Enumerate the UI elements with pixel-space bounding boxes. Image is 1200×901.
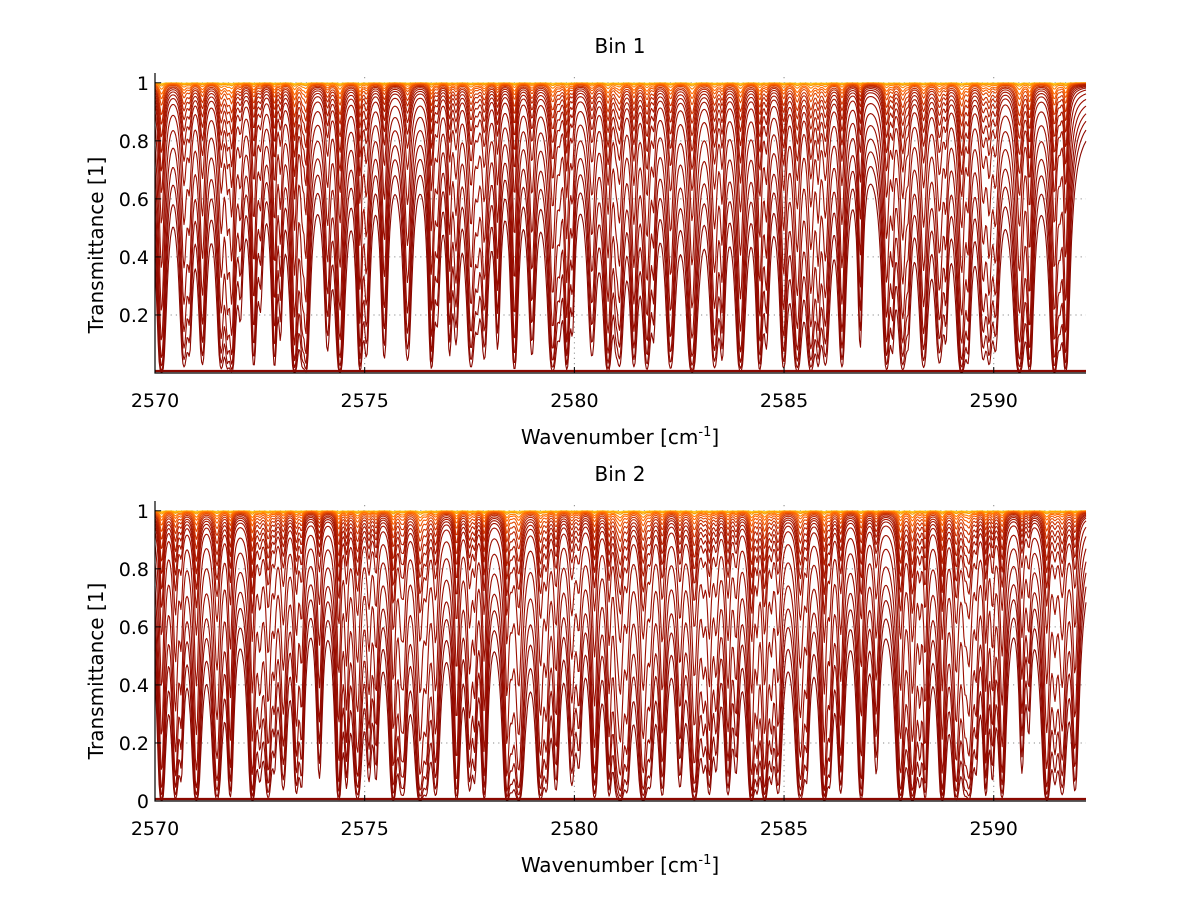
series-line (154, 105, 1087, 346)
series-line (154, 86, 1087, 178)
y-tick-label: 0.4 (119, 675, 149, 697)
series-line (154, 514, 1087, 580)
x-tick-label: 2585 (760, 818, 808, 840)
y-tick-label: 0.6 (119, 189, 149, 211)
chart-bin-1: Bin 1 Transmittance [1] Wavenumber [cm-1… (84, 34, 1087, 449)
x-tick-label: 2575 (341, 390, 389, 412)
series-line (154, 82, 1086, 87)
y-axis-label: Transmittance [1] (84, 583, 108, 761)
y-tick-label: 0.2 (119, 305, 149, 327)
series-line (154, 83, 1086, 118)
x-axis-label: Wavenumber [cm-1] (521, 425, 719, 449)
x-axis-label: Wavenumber [cm-1] (521, 853, 719, 877)
series-line (154, 512, 1087, 543)
series-line (154, 93, 1087, 276)
y-tick-label: 1 (137, 501, 149, 523)
series-line (154, 511, 1087, 534)
y-tick-label: 0 (137, 791, 149, 813)
series-line (154, 516, 1087, 597)
series-group (154, 82, 1087, 373)
x-tick-label: 2575 (341, 818, 389, 840)
series-line (154, 84, 1087, 141)
x-axis-label-superscript: -1 (698, 425, 711, 440)
x-tick-label: 2570 (131, 390, 179, 412)
series-line (154, 520, 1087, 645)
series-line (154, 536, 1087, 744)
series-line (154, 87, 1087, 200)
series-line (154, 82, 1086, 91)
y-tick-label: 0.4 (119, 247, 149, 269)
series-line (154, 561, 1087, 792)
y-tick-label: 0.8 (119, 559, 149, 581)
x-tick-label: 2585 (760, 390, 808, 412)
series-line (154, 572, 1087, 798)
series-line (154, 98, 1087, 318)
x-tick-label: 2590 (970, 390, 1018, 412)
series-line (154, 82, 1087, 101)
series-line (154, 129, 1087, 372)
series-line (154, 85, 1087, 158)
y-tick-label: 0.8 (119, 131, 149, 153)
series-line (154, 517, 1087, 616)
series-line (154, 511, 1087, 527)
series-line (154, 140, 1087, 373)
chart-title: Bin 1 (594, 34, 645, 58)
series-line (154, 113, 1087, 362)
x-tick-label: 2580 (550, 818, 598, 840)
series-line (154, 548, 1087, 777)
x-axis-label-superscript: -1 (698, 853, 711, 868)
series-line (154, 83, 1086, 108)
x-tick-label: 2570 (131, 818, 179, 840)
series-line (154, 120, 1087, 369)
series-line (154, 83, 1087, 128)
y-tick-label: 1 (137, 73, 149, 95)
chart-title: Bin 2 (594, 462, 645, 486)
y-axis-label: Transmittance [1] (84, 157, 108, 335)
y-tick-label: 0.2 (119, 733, 149, 755)
y-tick-label: 0.6 (119, 617, 149, 639)
series-line (154, 513, 1087, 567)
series-line (154, 512, 1087, 553)
series-line (154, 526, 1087, 697)
series-group (154, 510, 1087, 801)
x-tick-label: 2590 (970, 818, 1018, 840)
chart-bin-2: Bin 2 Transmittance [1] Wavenumber [cm-1… (84, 462, 1087, 877)
series-line (154, 82, 1087, 96)
series-line (154, 89, 1087, 231)
x-tick-label: 2580 (550, 390, 598, 412)
